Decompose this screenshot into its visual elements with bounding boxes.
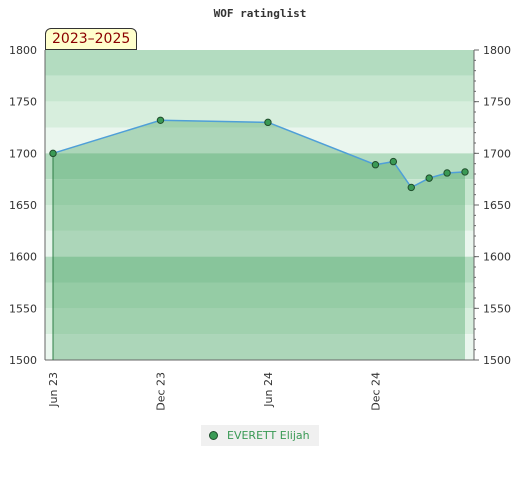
legend-marker-icon [209, 431, 218, 440]
y-tick-label-right: 1700 [483, 147, 511, 160]
y-tick-label-right: 1750 [483, 96, 511, 109]
y-tick-label-right: 1550 [483, 302, 511, 315]
x-tick-label: Jun 23 [47, 372, 60, 408]
y-tick-label-left: 1650 [9, 199, 37, 212]
background-band [45, 101, 474, 128]
background-band [45, 179, 474, 205]
background-band [45, 75, 474, 102]
legend[interactable]: EVERETT Elijah [201, 425, 319, 446]
background-band [45, 50, 474, 76]
data-point[interactable] [371, 161, 380, 169]
y-tick-label-left: 1700 [9, 147, 37, 160]
y-tick-label-left: 1800 [9, 44, 37, 57]
y-tick-label-left: 1600 [9, 251, 37, 264]
chart-title: WOF ratinglist [214, 7, 307, 20]
data-point[interactable] [389, 157, 398, 166]
background-band [45, 282, 474, 309]
data-point[interactable] [443, 169, 451, 177]
period-label: 2023–2025 [45, 28, 138, 50]
y-tick-label-left: 1500 [9, 354, 37, 367]
background-bands [45, 50, 474, 360]
background-band [45, 230, 474, 257]
y-tick-label-right: 1600 [483, 251, 511, 264]
data-point[interactable] [264, 118, 272, 127]
background-band [45, 256, 474, 283]
data-point[interactable] [156, 116, 165, 124]
background-band [45, 127, 474, 154]
y-tick-label-right: 1500 [483, 354, 511, 367]
data-point[interactable] [407, 183, 415, 192]
data-point[interactable] [49, 149, 57, 158]
rating-area [53, 120, 465, 361]
rating-series [49, 116, 469, 192]
x-tick-label: Dec 24 [369, 372, 382, 411]
y-tick-label-left: 1550 [9, 302, 37, 315]
legend-series-name: EVERETT Elijah [227, 429, 310, 442]
x-tick-label: Dec 23 [154, 372, 167, 411]
y-tick-label-right: 1650 [483, 199, 511, 212]
x-tick-label: Jun 24 [262, 372, 275, 408]
y-tick-label-left: 1750 [9, 96, 37, 109]
background-band [45, 334, 474, 360]
area-fill [53, 120, 465, 361]
data-point[interactable] [461, 168, 469, 176]
background-band [45, 308, 474, 335]
y-tick-label-right: 1800 [483, 44, 511, 57]
data-point[interactable] [425, 174, 433, 182]
chart-axes: 1500 1500 1550 1550 1600 1600 1650 1650 1700 1700… [9, 44, 511, 411]
background-band [45, 205, 474, 231]
